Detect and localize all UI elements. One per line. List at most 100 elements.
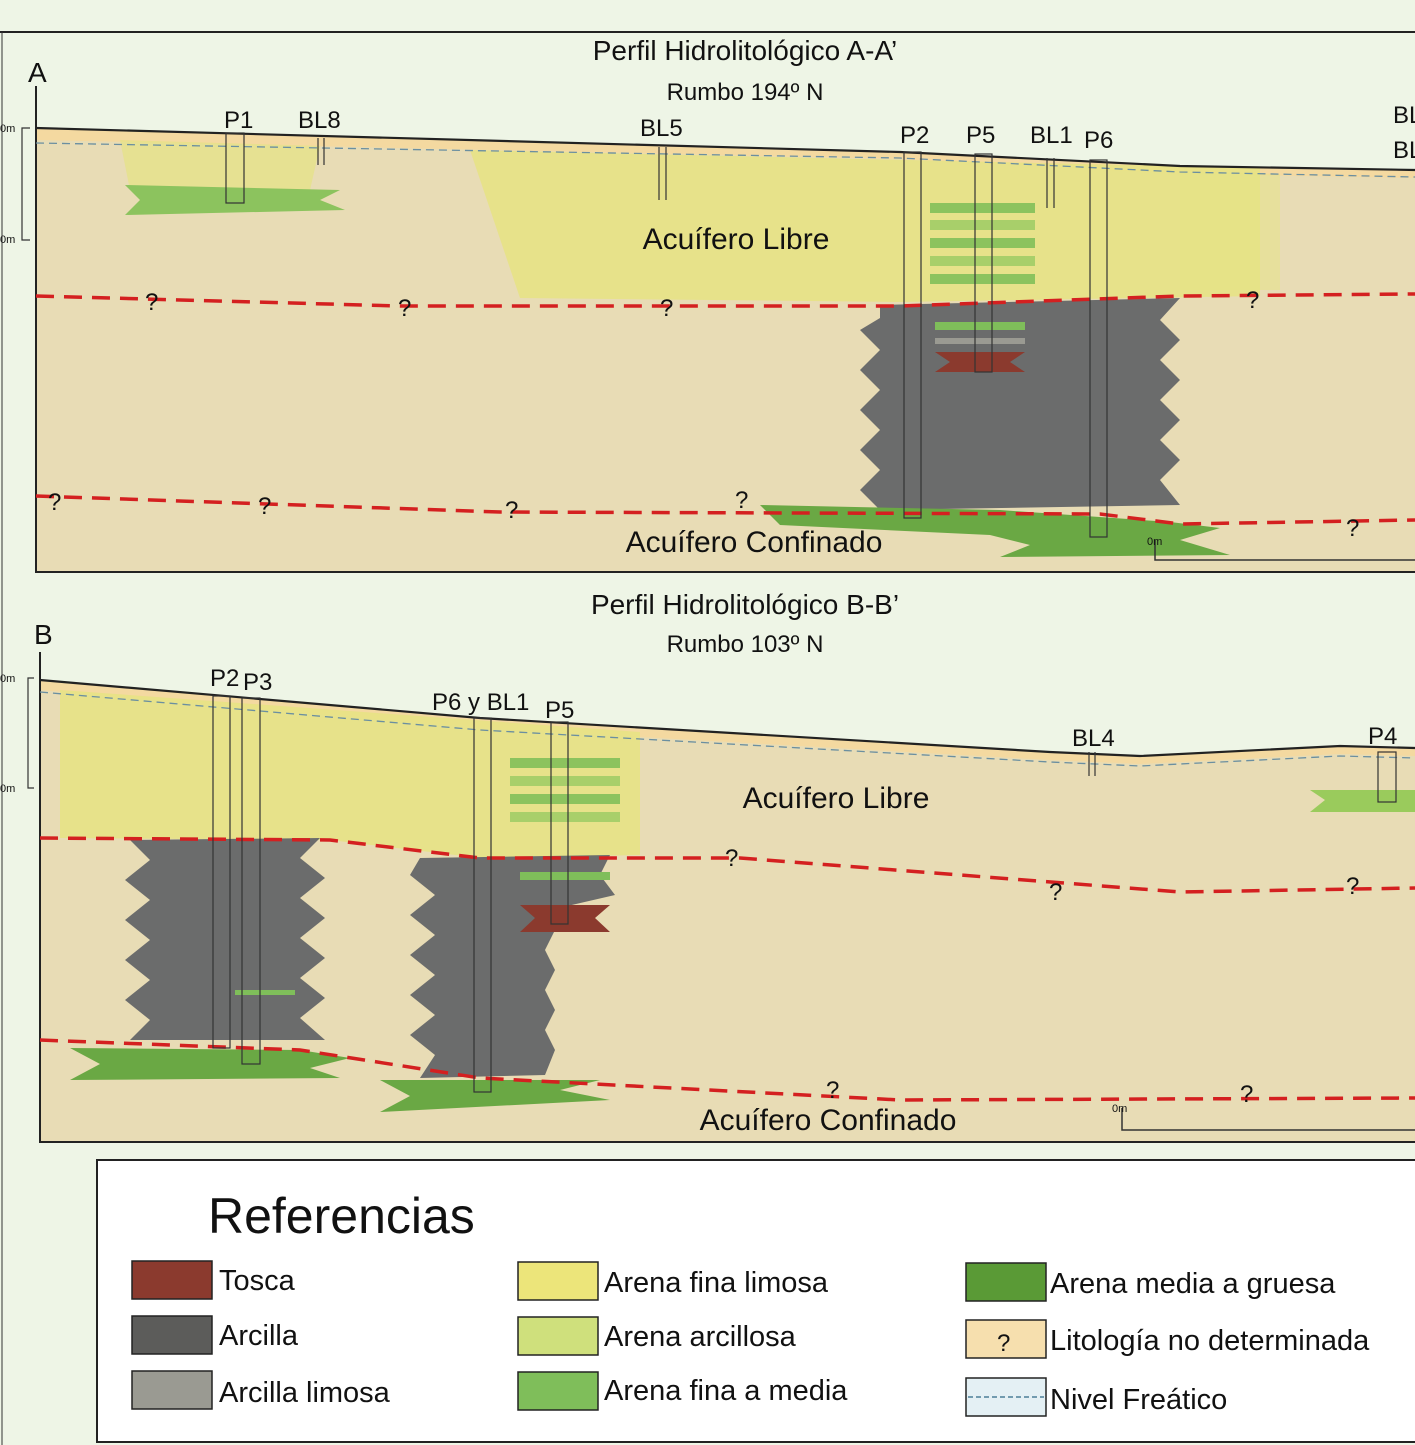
section-b-surface-strip <box>40 680 1415 764</box>
section-b-scale-bar <box>1121 1108 1415 1131</box>
legend-label: Arena fina limosa <box>604 1267 829 1299</box>
section-b-frame <box>39 652 1415 1143</box>
svg-text:?: ? <box>1346 515 1359 542</box>
well-label-bl5: BL5 <box>640 115 683 142</box>
section-b-confined-green-mid <box>380 1080 610 1112</box>
section-a-profile: A Perfil Hidrolitológico A-A’ Rumbo 194º… <box>0 35 1415 573</box>
svg-text:?: ? <box>725 845 738 872</box>
svg-text:?: ? <box>826 1077 839 1104</box>
section-a-confined-aquifer-label: Acuífero Confinado <box>626 526 883 559</box>
legend-label: Nivel Freático <box>1050 1384 1227 1416</box>
well-label-b-p3: P3 <box>243 669 272 696</box>
section-b-clay-left <box>125 838 325 1040</box>
legend-label: Arena media a gruesa <box>1050 1268 1336 1300</box>
legend-swatch <box>517 1371 599 1411</box>
legend-item-arena-fina-a-media: Arena fina a media <box>517 1371 848 1411</box>
section-a-sand-silt-zone <box>470 150 1260 302</box>
svg-text:?: ? <box>145 289 158 316</box>
legend-swatch <box>517 1316 599 1356</box>
legend-label: Arena arcillosa <box>604 1321 797 1353</box>
section-a-clay-body <box>860 298 1180 510</box>
section-a-scale-mid: 0m <box>0 234 15 246</box>
section-b-upper-boundary <box>39 836 1415 894</box>
legend-item-arcilla: Arcilla <box>131 1315 299 1355</box>
section-a-p5-green-bands <box>930 203 1035 372</box>
section-a-green-p1 <box>125 185 345 215</box>
section-b-clay-middle <box>410 855 615 1078</box>
legend-title: Referencias <box>208 1188 475 1244</box>
section-a-wells <box>225 132 1108 538</box>
section-a-sand-silt-right <box>1180 172 1280 290</box>
legend-swatch <box>517 1261 599 1301</box>
well-shaft-b-p6 <box>473 717 492 1093</box>
section-b-title: Perfil Hidrolitológico B-B’ <box>591 589 899 620</box>
section-a-confined-green <box>760 505 1230 557</box>
svg-text:?: ? <box>258 493 271 520</box>
svg-text:?: ? <box>505 497 518 524</box>
legend-symbol: ? <box>997 1330 1010 1357</box>
well-label-p6: P6 <box>1084 127 1113 154</box>
well-label-b-p2: P2 <box>210 665 239 692</box>
section-a-scale-bar <box>1154 540 1415 561</box>
well-label-bl8: BL8 <box>298 107 341 134</box>
edge-label-1: BL <box>1393 102 1415 129</box>
legend-item-arena-fina-limosa: Arena fina limosa <box>517 1261 829 1301</box>
svg-text:?: ? <box>1246 287 1259 314</box>
well-shaft-p6 <box>1089 159 1108 538</box>
section-b-confined-green-left <box>70 1048 350 1080</box>
section-b-vertical-scale <box>27 677 34 789</box>
well-label-bl1: BL1 <box>1030 122 1073 149</box>
section-a-vertical-scale <box>21 127 30 241</box>
section-a-free-aquifer-label: Acuífero Libre <box>643 223 830 256</box>
section-a-title: Perfil Hidrolitológico A-A’ <box>593 35 898 66</box>
svg-text:?: ? <box>48 489 61 516</box>
svg-text:?: ? <box>735 487 748 514</box>
section-b-scale-top: 0m <box>0 673 15 685</box>
legend-swatch <box>131 1260 213 1300</box>
svg-text:?: ? <box>1346 873 1359 900</box>
legend-label: Arcilla limosa <box>219 1377 391 1409</box>
well-shaft-b-p2 <box>212 695 231 1049</box>
section-b-scale-zero: 0m <box>1112 1103 1127 1115</box>
legend-swatch <box>131 1370 213 1410</box>
legend-swatch <box>965 1319 1047 1359</box>
legend-item-litologia-no-determinada: ? Litología no determinada <box>965 1319 1370 1359</box>
well-shaft-b-p5 <box>550 721 569 925</box>
well-label-b-p4: P4 <box>1368 723 1397 750</box>
legend-item-tosca: Tosca <box>131 1260 296 1300</box>
section-a-sand-silt-left <box>120 140 320 190</box>
section-a-question-marks: ? ? ? ? ? ? ? ? ? <box>48 287 1359 542</box>
legend-box <box>96 1159 1415 1443</box>
svg-text:?: ? <box>1240 1081 1253 1108</box>
legend-label: Tosca <box>219 1265 296 1297</box>
section-b-wells <box>212 695 1397 1093</box>
legend-item-arena-arcillosa: Arena arcillosa <box>517 1316 797 1356</box>
legend: Referencias Tosca Arcilla Arcilla limosa… <box>96 1159 1415 1443</box>
well-label-p5: P5 <box>966 122 995 149</box>
section-a-water-table <box>35 142 1415 178</box>
well-label-b-p6-bl1: P6 y BL1 <box>432 689 529 716</box>
svg-text:?: ? <box>398 295 411 322</box>
svg-text:?: ? <box>1049 879 1062 906</box>
section-b-p5-green-bands <box>235 758 620 995</box>
legend-swatch <box>965 1262 1047 1302</box>
well-label-p2: P2 <box>900 122 929 149</box>
section-b-letter: B <box>34 619 53 650</box>
legend-label: Litología no determinada <box>1050 1325 1370 1357</box>
section-b-free-aquifer-label: Acuífero Libre <box>743 782 930 815</box>
section-b-scale-mid: 0m <box>0 783 15 795</box>
section-b-sand-silt-zone <box>60 690 640 858</box>
legend-swatch <box>131 1315 213 1355</box>
legend-item-arcilla-limosa: Arcilla limosa <box>131 1370 391 1410</box>
well-shaft-p2 <box>903 151 922 519</box>
section-a-ground-surface <box>35 126 1415 172</box>
well-label-p1: P1 <box>224 107 253 134</box>
svg-text:?: ? <box>660 295 673 322</box>
well-shaft-p5 <box>974 153 993 373</box>
well-shaft-b-p3 <box>241 697 261 1065</box>
section-a-scale-zero: 0m <box>1147 536 1162 548</box>
well-label-b-p5: P5 <box>545 697 574 724</box>
section-a-letter: A <box>28 57 47 88</box>
section-a-lower-boundary <box>35 494 1415 526</box>
